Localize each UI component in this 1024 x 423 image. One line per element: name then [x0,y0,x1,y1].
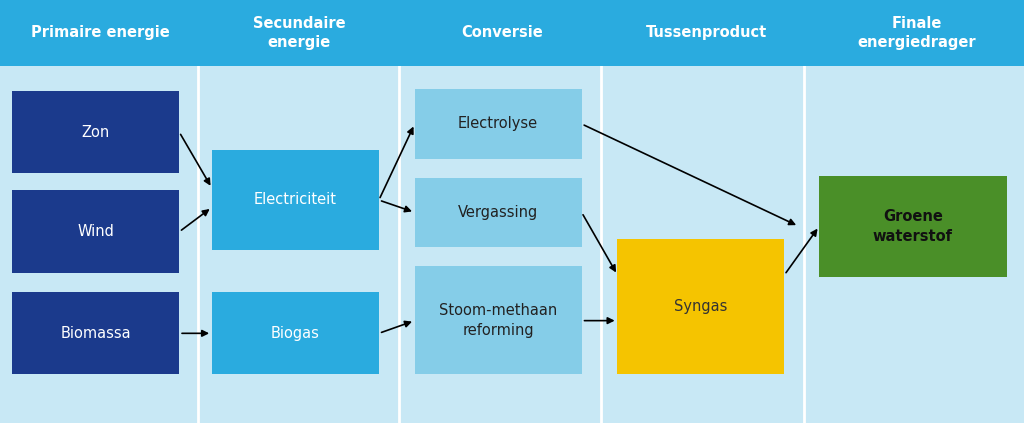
Bar [617,239,784,374]
Text: Finale
energiedrager: Finale energiedrager [857,16,976,49]
Text: Electriciteit: Electriciteit [254,192,337,207]
Text: Electrolyse: Electrolyse [458,116,539,131]
Bar [212,150,379,250]
Bar [415,266,582,374]
Text: Groene
waterstof: Groene waterstof [872,209,953,244]
Bar [0,0,1024,66]
Text: Primaire energie: Primaire energie [31,25,170,40]
Bar [212,292,379,374]
Text: Vergassing: Vergassing [458,205,539,220]
Text: Stoom-methaan
reforming: Stoom-methaan reforming [439,303,557,338]
Text: Biomassa: Biomassa [60,326,131,341]
Text: Wind: Wind [77,224,115,239]
Text: Zon: Zon [82,125,110,140]
Bar [12,91,179,173]
Bar [415,89,582,159]
Text: Tussenproduct: Tussenproduct [646,25,767,40]
Bar [12,190,179,273]
Text: Syngas: Syngas [674,299,728,314]
Text: Biogas: Biogas [271,326,319,341]
Text: Secundaire
energie: Secundaire energie [253,16,345,49]
Text: Conversie: Conversie [461,25,543,40]
Bar [12,292,179,374]
Bar [415,178,582,247]
Bar [819,176,1007,277]
